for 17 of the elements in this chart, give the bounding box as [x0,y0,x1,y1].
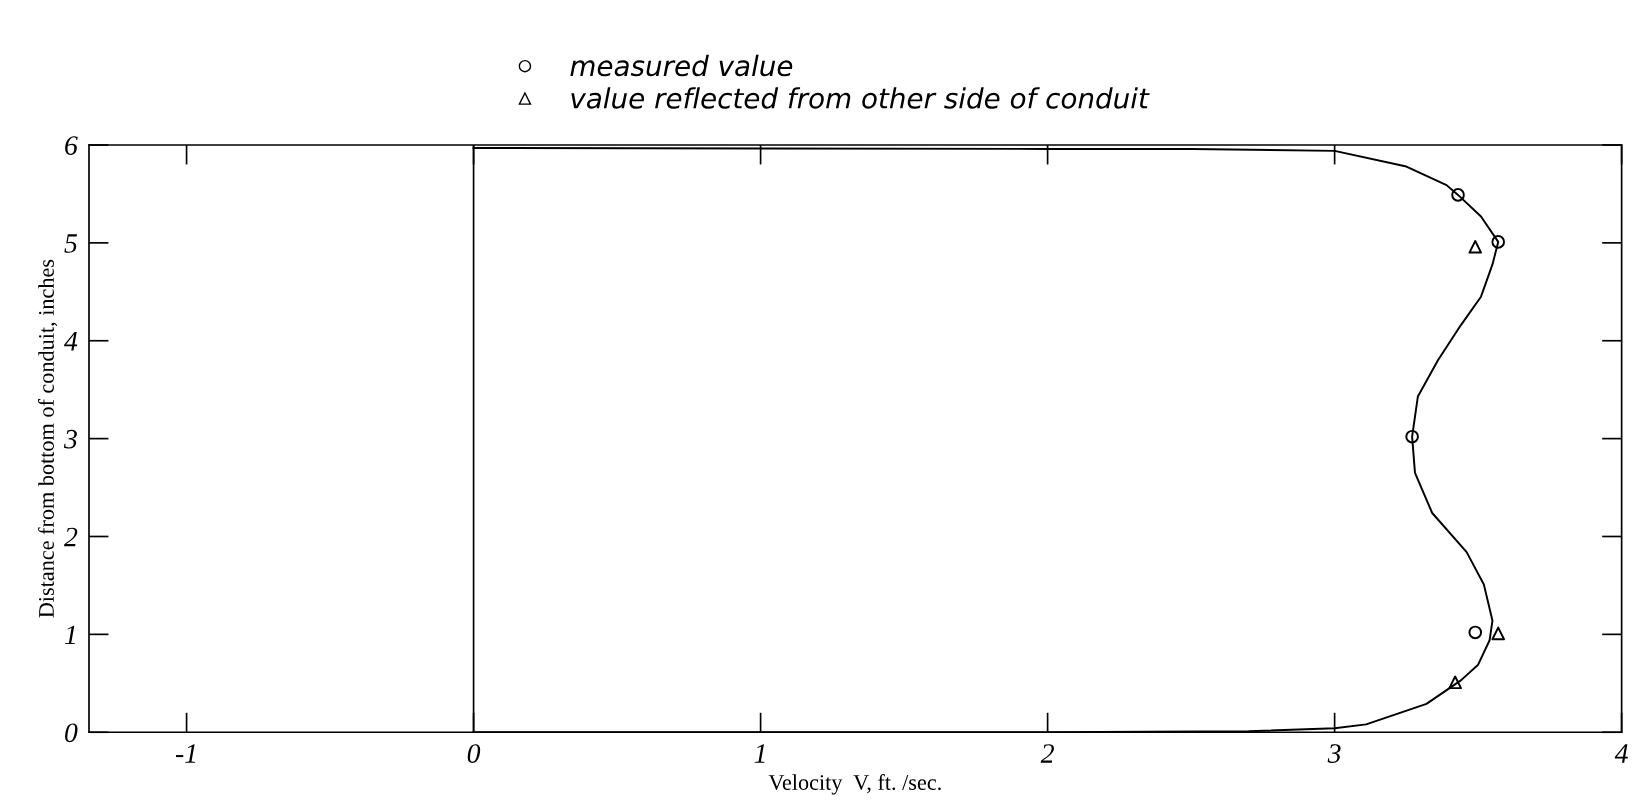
x-axis-title: Velocity V, ft. /sec. [768,774,941,795]
y-tick-label: 5 [64,234,78,253]
y-tick-label: 6 [65,136,78,155]
x-tick-label: 3 [1327,744,1341,763]
x-tick-label: 2 [1040,744,1054,763]
y-tick-label: 0 [65,723,78,743]
x-tick-label: 1 [754,744,765,763]
y-tick-label: 1 [64,625,75,644]
legend-label: value reflected from other side of conduit [571,87,1150,109]
x-tick-label: -1 [176,744,196,763]
y-tick-label: 3 [63,429,77,449]
x-tick-label: 4 [1614,744,1628,763]
x-tick-label: 0 [467,744,481,763]
y-axis-title: Distance from bottom of conduit, inches [38,259,58,618]
legend-label: measured value [570,54,793,77]
y-tick-label: 2 [64,527,78,547]
y-tick-label: 4 [64,332,78,351]
